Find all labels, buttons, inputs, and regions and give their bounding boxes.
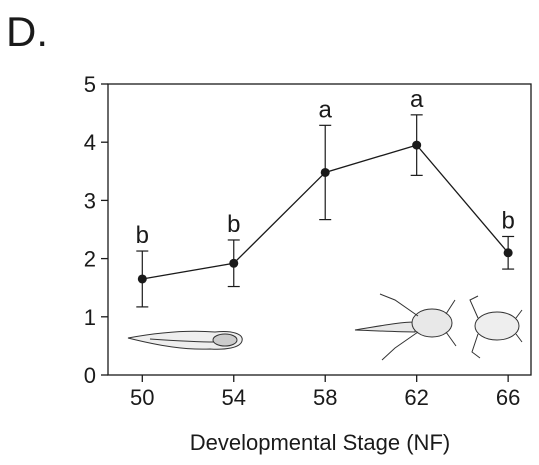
data-point (229, 258, 239, 268)
x-tick-label: 50 (130, 385, 154, 410)
tadpole-illustration (127, 330, 243, 350)
significance-letter: b (501, 207, 514, 234)
data-point (412, 140, 422, 150)
y-tick-label: 3 (84, 188, 96, 213)
x-axis-label: Developmental Stage (NF) (190, 430, 450, 455)
plot-frame (107, 83, 532, 376)
y-tick-label: 2 (84, 247, 96, 272)
data-point (503, 248, 513, 258)
data-point (320, 167, 330, 177)
y-tick-label: 4 (84, 130, 96, 155)
frog-illustration (469, 295, 523, 359)
froglet-illustration (354, 293, 457, 361)
significance-letter: b (227, 211, 240, 238)
significance-letter: a (410, 86, 424, 113)
y-tick-label: 5 (84, 72, 96, 97)
x-tick-label: 62 (404, 385, 428, 410)
y-tick-label: 1 (84, 305, 96, 330)
data-point (137, 274, 147, 284)
significance-letter: b (136, 222, 149, 249)
significance-letter: a (319, 96, 333, 123)
x-tick-label: 58 (313, 385, 337, 410)
panel-label: D. (6, 8, 48, 55)
x-tick-label: 54 (222, 385, 246, 410)
y-tick-label: 0 (84, 363, 96, 388)
x-tick-label: 66 (496, 385, 520, 410)
